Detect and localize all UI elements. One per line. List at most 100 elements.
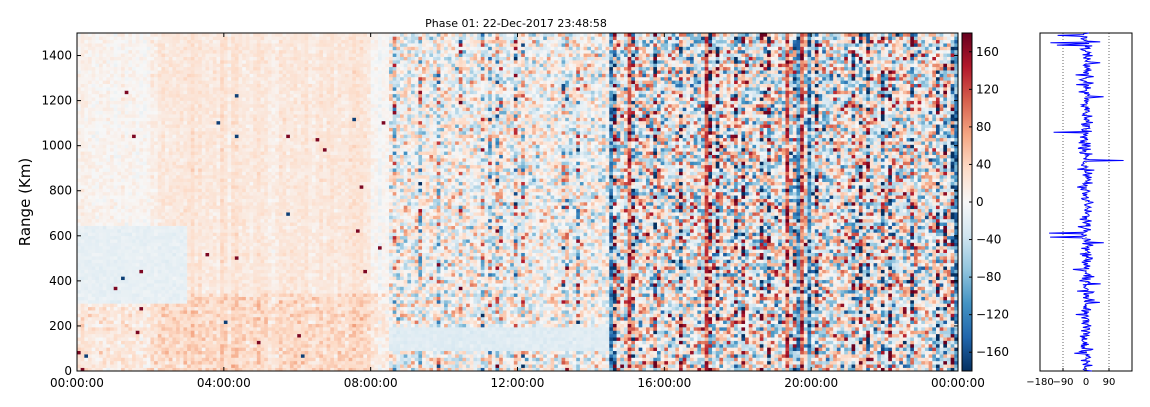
heatmap-cell	[84, 235, 89, 240]
heatmap-cell	[172, 212, 177, 216]
heatmap-cell	[183, 137, 188, 142]
heatmap-cell	[117, 137, 122, 142]
heatmap-cell	[91, 178, 96, 183]
heatmap-cell	[80, 43, 85, 47]
heatmap-cell	[194, 158, 199, 162]
heatmap-cell	[132, 218, 137, 223]
heatmap-cell	[198, 212, 203, 216]
heatmap-cell	[132, 360, 137, 365]
heatmap-cell	[95, 33, 100, 37]
heatmap-cell	[238, 208, 243, 213]
heatmap-cell	[190, 340, 195, 345]
heatmap-cell	[154, 103, 159, 108]
heatmap-cell	[183, 323, 188, 328]
heatmap-cell	[99, 36, 103, 41]
heatmap-cell	[209, 306, 214, 311]
heatmap-cell	[91, 343, 96, 348]
heatmap-cell	[234, 249, 239, 253]
heatmap-cell	[102, 127, 107, 132]
heatmap-cell	[77, 218, 81, 223]
heatmap-cell	[99, 330, 103, 335]
heatmap-cell	[190, 269, 195, 274]
heatmap-cell	[190, 262, 195, 267]
heatmap-cell	[198, 93, 203, 98]
heatmap-cell	[150, 188, 155, 193]
heatmap-cell	[91, 225, 96, 230]
heatmap-cell	[121, 212, 126, 216]
heatmap-cell	[205, 256, 210, 260]
heatmap-cell	[95, 147, 100, 152]
heatmap-cell	[242, 289, 247, 294]
heatmap-cell	[234, 63, 239, 68]
heatmap-cell	[216, 124, 221, 128]
heatmap-cell	[249, 212, 254, 216]
heatmap-cell	[88, 174, 92, 179]
heatmap-cell	[176, 218, 181, 223]
heatmap-cell	[253, 131, 258, 135]
heatmap-cell	[135, 215, 140, 220]
heatmap-cell	[187, 83, 192, 88]
heatmap-cell	[242, 161, 247, 166]
heatmap-cell	[110, 39, 115, 44]
heatmap-cell	[95, 262, 100, 267]
heatmap-cell	[150, 235, 155, 240]
heatmap-cell	[242, 107, 247, 112]
heatmap-cell	[209, 262, 214, 267]
heatmap-cell	[238, 218, 243, 223]
heatmap-cell	[106, 70, 111, 74]
heatmap-cell	[194, 249, 199, 253]
heatmap-cell	[198, 171, 203, 176]
heatmap-cell	[176, 313, 181, 318]
heatmap-cell	[128, 276, 133, 281]
heatmap-cell	[84, 262, 89, 267]
heatmap-cell	[227, 300, 232, 304]
heatmap-cell	[223, 117, 228, 122]
heatmap-cell	[201, 100, 206, 105]
heatmap-cell	[91, 347, 96, 352]
heatmap-cell	[227, 239, 232, 243]
heatmap-cell	[168, 195, 173, 199]
heatmap-cell	[198, 151, 203, 155]
heatmap-cell	[220, 107, 225, 112]
heatmap-cell	[106, 134, 111, 139]
heatmap-cell	[135, 323, 140, 328]
heatmap-cell	[113, 33, 118, 37]
heatmap-cell	[223, 87, 228, 91]
heatmap-cell	[146, 87, 151, 91]
heatmap-cell	[234, 161, 239, 166]
heatmap-cell	[205, 303, 210, 308]
heatmap-cell	[187, 259, 192, 264]
heatmap-cell	[77, 154, 81, 159]
heatmap-cell	[187, 168, 192, 172]
heatmap-cell	[88, 63, 92, 68]
heatmap-cell	[212, 36, 217, 41]
heatmap-cell	[143, 364, 148, 368]
heatmap-cell	[172, 195, 177, 199]
heatmap-cell	[77, 360, 81, 365]
heatmap-cell	[102, 76, 107, 81]
heatmap-cell	[132, 323, 137, 328]
heatmap-cell	[179, 100, 184, 105]
heatmap-cell	[165, 107, 170, 112]
heatmap-cell	[161, 137, 166, 142]
heatmap-cell	[220, 131, 225, 135]
heatmap-cell	[242, 124, 247, 128]
heatmap-cell	[150, 151, 155, 155]
heatmap-cell	[216, 181, 221, 186]
heatmap-cell	[128, 300, 133, 304]
heatmap-cell	[223, 124, 228, 128]
heatmap-cell	[227, 232, 232, 237]
heatmap-cell	[176, 87, 181, 91]
heatmap-cell	[110, 168, 115, 172]
heatmap-cell	[106, 337, 111, 341]
heatmap-cell	[95, 73, 100, 78]
heatmap-cell	[223, 239, 228, 243]
heatmap-cell	[238, 242, 243, 247]
heatmap-cell	[223, 333, 228, 338]
heatmap-cell	[80, 289, 85, 294]
heatmap-cell	[113, 171, 118, 176]
heatmap-cell	[238, 300, 243, 304]
heatmap-cell	[135, 147, 140, 152]
heatmap-cell	[183, 327, 188, 331]
heatmap-cell	[172, 208, 177, 213]
